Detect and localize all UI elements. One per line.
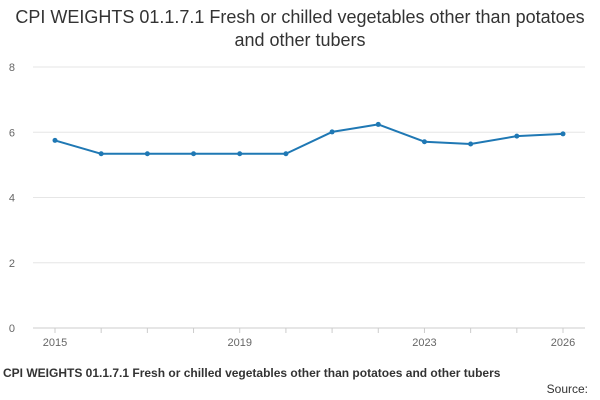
y-tick-label: 6 — [9, 127, 15, 139]
data-point — [237, 151, 243, 157]
y-tick-label: 8 — [9, 62, 15, 74]
y-tick-label: 0 — [9, 323, 15, 335]
data-point — [144, 151, 150, 157]
axis-layer: 0 2 4 6 8 2015 2019 2023 2026 — [9, 62, 585, 349]
data-point — [468, 141, 474, 147]
series-line — [54, 123, 564, 155]
y-tick-label: 2 — [9, 258, 15, 270]
grid-layer — [33, 66, 585, 264]
y-tick-label: 4 — [9, 193, 15, 205]
data-point — [514, 133, 520, 139]
data-point — [283, 151, 289, 157]
data-point — [375, 121, 381, 127]
data-point — [98, 151, 104, 157]
footer-caption: CPI WEIGHTS 01.1.7.1 Fresh or chilled ve… — [3, 366, 501, 380]
x-tick-label: 2015 — [43, 337, 67, 349]
chart-title: CPI WEIGHTS 01.1.7.1 Fresh or chilled ve… — [15, 7, 585, 50]
data-point — [560, 131, 566, 137]
data-point — [52, 137, 58, 143]
series-layer — [52, 121, 566, 157]
data-point — [329, 129, 335, 135]
x-tick-label: 2019 — [227, 337, 251, 349]
footer-source: Source: — [546, 382, 588, 396]
x-tick-label: 2023 — [412, 337, 436, 349]
data-point — [191, 151, 197, 157]
x-tick-label: 2026 — [551, 337, 575, 349]
data-point — [421, 139, 427, 145]
